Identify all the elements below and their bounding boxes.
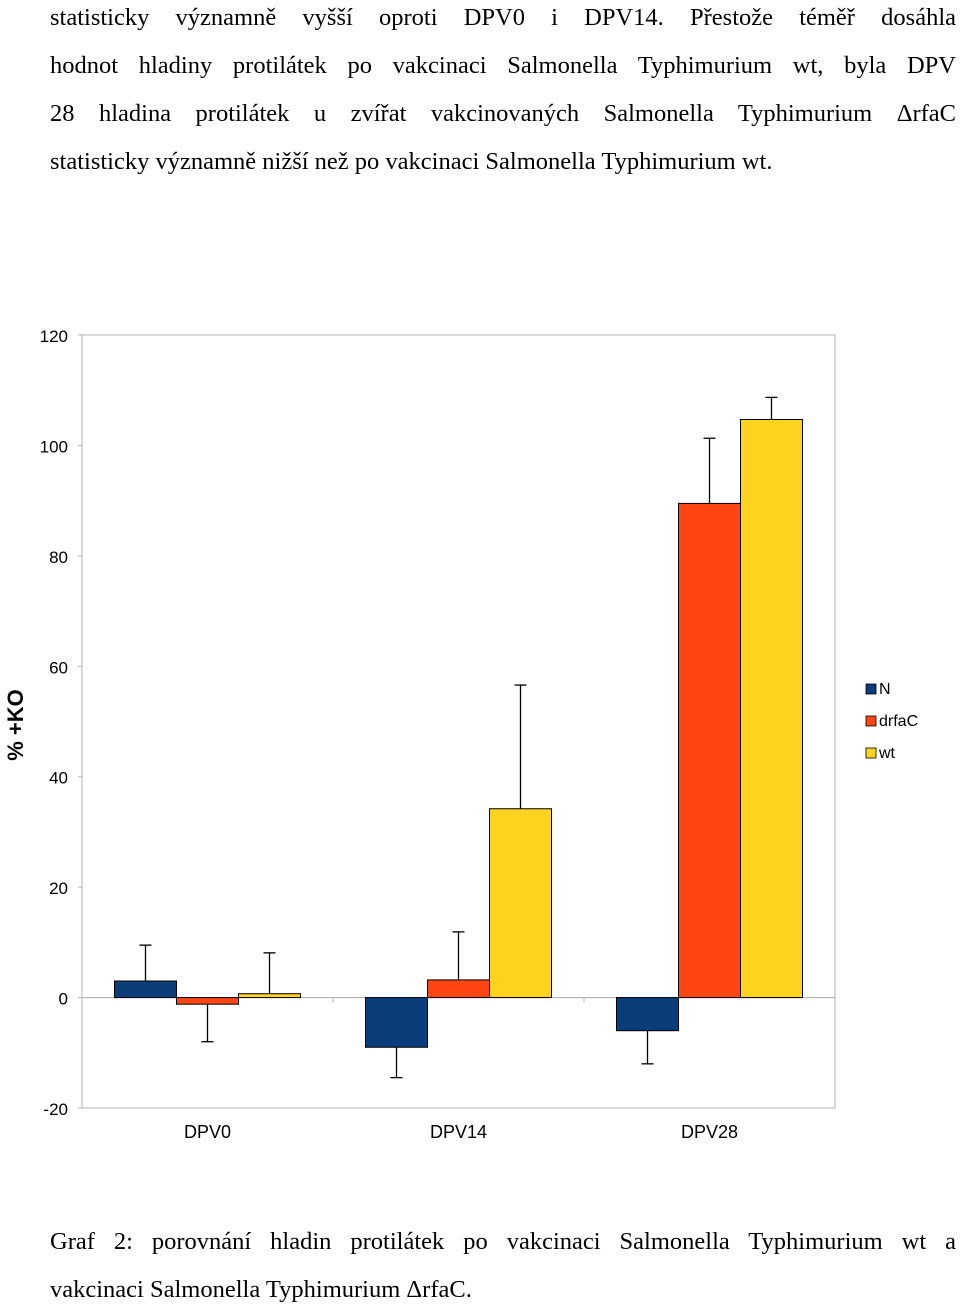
bar-N-DPV28 <box>616 997 679 1032</box>
legend-swatch <box>865 747 877 759</box>
bar-drfaC-DPV14 <box>427 979 490 999</box>
bar-N-DPV0 <box>114 980 177 999</box>
paragraph-line: statisticky významně vyšší oproti DPV0 i… <box>50 4 956 31</box>
body-paragraph: statisticky významně vyšší oproti DPV0 i… <box>50 0 956 186</box>
y-tick-label: -20 <box>43 1100 68 1119</box>
legend-label: drfaC <box>879 713 918 730</box>
y-tick-label: 100 <box>40 437 68 456</box>
bar-wt-DPV14 <box>489 808 552 999</box>
paragraph-line: statisticky významně nižší než po vakcin… <box>50 148 773 175</box>
legend-swatch <box>865 683 877 695</box>
y-tick-label: 0 <box>59 990 68 1009</box>
bar-wt-DPV28 <box>740 418 803 999</box>
y-axis-label: % +KO <box>3 689 28 761</box>
legend-label: wt <box>878 745 896 762</box>
bar-drfaC-DPV28 <box>678 502 741 999</box>
bar-drfaC-DPV0 <box>176 997 239 1005</box>
y-tick-label: 60 <box>49 658 68 677</box>
figure-caption: Graf 2: porovnání hladin protilátek po v… <box>50 1218 956 1314</box>
legend-swatch <box>865 715 877 727</box>
paragraph-line: hodnot hladiny protilátek po vakcinaci S… <box>50 52 956 79</box>
y-tick-label: 20 <box>49 879 68 898</box>
x-tick-label: DPV0 <box>184 1122 231 1142</box>
caption-line: Graf 2: porovnání hladin protilátek po v… <box>50 1228 956 1255</box>
y-tick-label: 40 <box>49 769 68 788</box>
legend-label: N <box>879 681 891 698</box>
bar-wt-DPV0 <box>238 993 301 999</box>
y-tick-label: 80 <box>49 548 68 567</box>
x-tick-label: DPV14 <box>430 1122 487 1142</box>
y-tick-label: 120 <box>40 327 68 346</box>
caption-line: vakcinaci Salmonella Typhimurium ΔrfaC. <box>50 1276 472 1303</box>
x-tick-label: DPV28 <box>681 1122 738 1142</box>
bar-chart: -20 0 20 40 60 80 100 120 DPV0 DPV14 DPV28 % +KO Ndr… <box>3 327 918 1142</box>
bar-N-DPV14 <box>365 997 428 1048</box>
paragraph-line: 28 hladina protilátek u zvířat vakcinova… <box>50 100 956 127</box>
